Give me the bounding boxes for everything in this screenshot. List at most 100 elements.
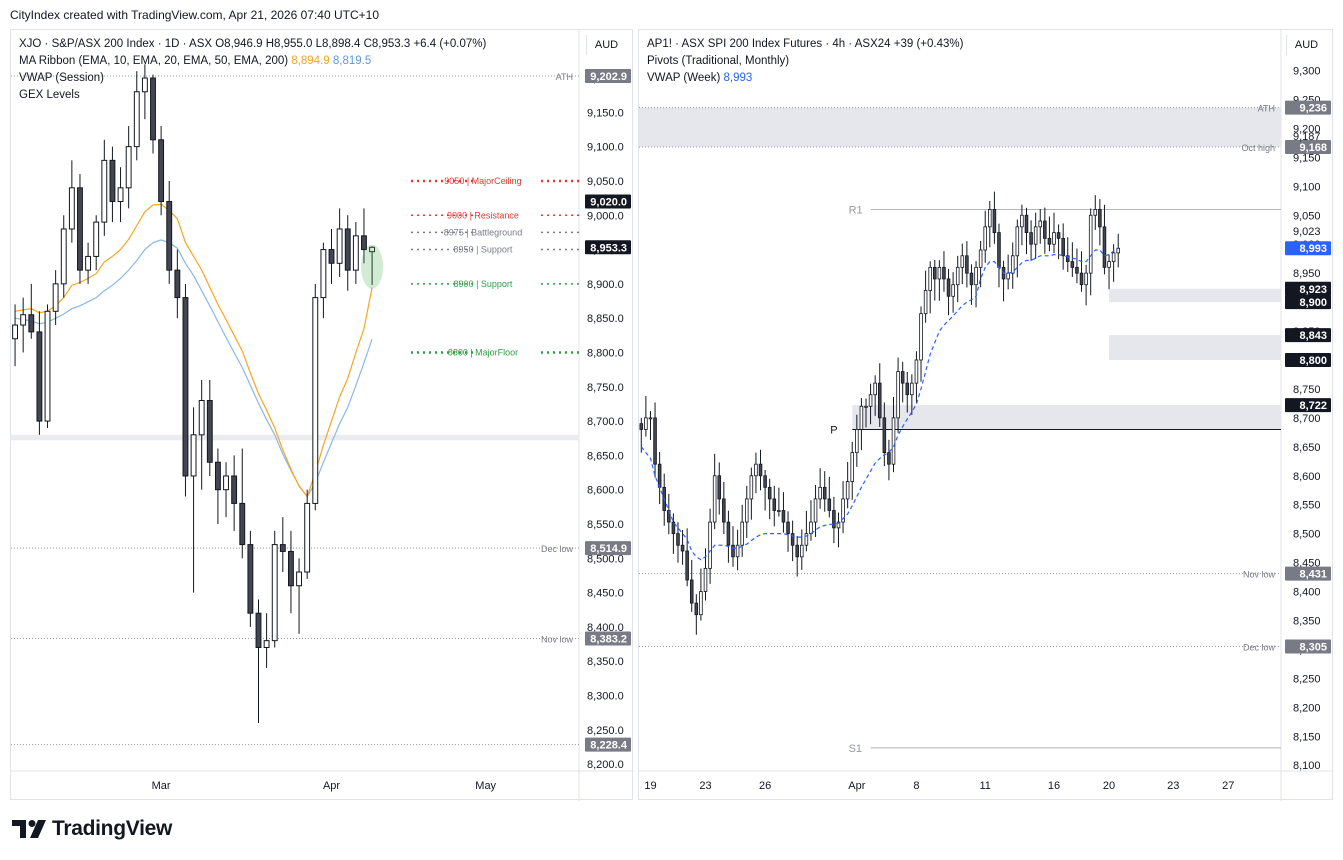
right-price-label: 8,843	[1299, 330, 1327, 342]
right-x-tick-label: 16	[1048, 780, 1060, 792]
right-candle-body	[1075, 266, 1079, 274]
left-y-tick-label: 8,500.0	[587, 553, 624, 565]
right-candle-body	[864, 405, 868, 408]
right-ref-line-label: ATH	[1258, 104, 1275, 114]
right-candle-body	[882, 417, 887, 454]
right-x-tick-label: 23	[1167, 780, 1179, 792]
right-y-tick-label: 8,350	[1293, 615, 1321, 627]
right-y-tick-label: 8,550	[1293, 500, 1321, 512]
right-candle-body	[1029, 232, 1033, 245]
right-candle-body	[1038, 220, 1043, 228]
right-candle-body	[868, 394, 873, 407]
right-chart-svg[interactable]: 8,1008,1508,2008,2508,3008,3508,4008,450…	[639, 30, 1334, 801]
right-zone	[639, 107, 1281, 147]
right-currency-button[interactable]: AUD	[1286, 35, 1326, 55]
left-candle-body	[320, 249, 327, 299]
right-candle-body	[965, 255, 969, 274]
right-candle-body	[928, 266, 932, 291]
left-candle-body	[304, 502, 311, 573]
right-candle-body	[758, 463, 763, 477]
left-candle-body	[68, 187, 75, 230]
right-candle-body	[997, 232, 1001, 268]
right-candle-body	[1084, 272, 1088, 286]
right-candle-body	[726, 521, 731, 546]
right-candle-body	[974, 266, 978, 286]
right-y-tick-label: 8,100	[1293, 760, 1321, 772]
right-candle-body	[813, 498, 818, 523]
left-x-tick-label: May	[475, 780, 496, 792]
gex-level-label: 8975 | Battleground	[444, 227, 522, 237]
right-candle-body	[740, 521, 744, 546]
right-chart-panel[interactable]: 8,1008,1508,2008,2508,3008,3508,4008,450…	[638, 29, 1334, 801]
right-candle-body	[919, 313, 923, 361]
right-y-tick-label: 8,250	[1293, 673, 1321, 685]
right-candle-body	[910, 382, 914, 396]
right-candle-body	[781, 510, 786, 523]
right-ref-price-label-bg	[1285, 139, 1331, 154]
left-candle-body	[223, 475, 229, 491]
right-candle-body	[905, 382, 910, 396]
right-y-tick-label: 8,700	[1293, 413, 1321, 425]
right-ref-price-label: 8,305	[1299, 642, 1327, 654]
left-candle-body	[141, 77, 148, 93]
right-candle-body	[1070, 261, 1075, 268]
right-candle-body	[942, 266, 946, 280]
right-x-tick-label: Apr	[848, 780, 865, 792]
left-candle-body	[198, 400, 205, 436]
left-candle-body	[263, 640, 270, 649]
right-ref-price-label-bg	[1285, 100, 1331, 115]
right-y-tick-label: 8,500	[1293, 529, 1321, 541]
right-candle-body	[754, 463, 758, 477]
right-candle-body	[988, 209, 992, 228]
right-last-price-label-bg	[1285, 241, 1331, 256]
left-y-tick-label: 8,250.0	[587, 725, 624, 737]
right-candle-body	[744, 498, 749, 523]
footer-brand-text: TradingView	[52, 817, 173, 840]
right-y-tick-label: 8,200	[1293, 702, 1321, 714]
right-candle-body	[685, 550, 689, 581]
right-price-label: 8,722	[1299, 400, 1327, 412]
right-candle-body	[1088, 214, 1093, 274]
left-ref-price-label-bg	[585, 541, 631, 556]
left-candle-body	[214, 461, 221, 491]
left-candle-body	[239, 502, 246, 546]
gex-level-label: 8800 | MajorFloor	[448, 347, 518, 357]
right-y-tick-label: 8,150	[1293, 731, 1321, 743]
left-y-tick-label: 8,400.0	[587, 622, 624, 634]
left-ref-line-label: Nov low	[541, 634, 574, 644]
left-price-label-bg	[585, 194, 631, 209]
right-candle-body	[644, 417, 648, 430]
right-y-tick-label: 9,300	[1293, 66, 1321, 78]
left-candle-body	[20, 314, 27, 326]
right-candle-body	[850, 452, 855, 482]
left-candle-body	[182, 297, 189, 477]
right-candle-body	[1015, 226, 1020, 257]
left-pivot-band	[11, 434, 579, 441]
left-y-tick-label: 8,750.0	[587, 382, 624, 394]
left-chart-svg[interactable]: 8,200.0 8,250.0 8,300.0 8,350.0 8,400.0 8,450…	[11, 30, 634, 801]
left-ref-price-label: 8,514.9	[590, 543, 627, 555]
right-candle-body	[648, 417, 653, 420]
right-candle-body	[767, 486, 772, 500]
left-candle-body	[28, 314, 35, 333]
left-price-label: 8,953.3	[590, 242, 627, 254]
right-x-tick-label: 11	[980, 780, 991, 792]
left-currency-button[interactable]: AUD	[586, 35, 626, 55]
right-ref-line-label: Dec low	[1243, 643, 1276, 653]
right-x-tick-label: 27	[1222, 780, 1234, 792]
right-candle-body	[992, 209, 997, 234]
right-candle-body	[818, 486, 822, 500]
left-candle-body	[255, 612, 262, 649]
right-candle-body	[832, 510, 836, 529]
right-x-tick-label: 19	[644, 780, 656, 792]
left-y-tick-label: 9,050.0	[587, 176, 624, 188]
right-candle-body	[827, 498, 832, 511]
left-chart-panel[interactable]: 8,200.0 8,250.0 8,300.0 8,350.0 8,400.0 8,450…	[10, 29, 634, 801]
left-ref-price-label: 8,228.4	[590, 740, 628, 752]
right-candle-body	[804, 533, 809, 546]
left-candle-body	[158, 139, 165, 203]
right-zone	[1109, 288, 1281, 303]
right-candle-body	[937, 266, 942, 280]
right-x-tick-label: 26	[759, 780, 771, 792]
right-candle-body	[1111, 252, 1116, 262]
